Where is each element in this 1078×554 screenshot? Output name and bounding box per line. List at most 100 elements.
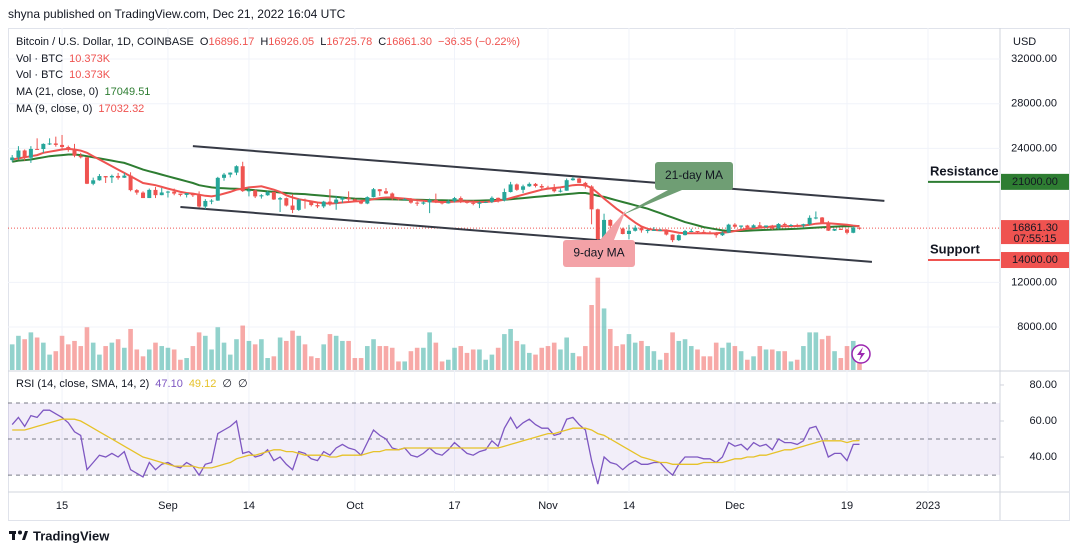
volume-bar: [59, 335, 65, 370]
volume-bar: [657, 359, 663, 370]
grid-layer: [8, 28, 1004, 492]
legend-item: L: [320, 36, 326, 48]
x-tick-label: 19: [841, 500, 853, 512]
volume-bar: [763, 349, 769, 370]
legend-row: MA (21, close, 0) 17049.51: [16, 86, 150, 98]
candle-body: [701, 231, 706, 233]
legend-item: ∅: [238, 378, 248, 390]
volume-bar: [72, 340, 77, 370]
level-box: [1001, 252, 1069, 269]
candle-body: [639, 227, 644, 231]
candle-body: [788, 225, 793, 227]
volume-bar: [221, 342, 227, 370]
legend-item: 16896.17: [208, 36, 254, 48]
volume-bar: [346, 340, 351, 370]
candle-body: [122, 175, 127, 178]
candle-body: [371, 189, 376, 198]
candle-body: [857, 227, 862, 229]
candle-body: [739, 225, 744, 227]
volume-bar: [252, 344, 258, 370]
candle-body: [240, 166, 245, 192]
y-tick-label: 60.00: [1029, 415, 1057, 427]
candle-body: [172, 191, 177, 194]
legend-item: 16926.05: [268, 36, 314, 48]
volume-bar: [65, 344, 71, 370]
volume-bar: [34, 337, 40, 370]
legend-item: 16861.30: [386, 36, 432, 48]
volume-bar: [84, 327, 90, 370]
candle-body: [545, 187, 550, 189]
volume-bar: [776, 351, 781, 370]
candle-body: [159, 192, 164, 196]
volume-bar: [558, 349, 563, 370]
volume-bar: [340, 340, 345, 370]
level-label: 21000.00: [1012, 176, 1058, 188]
candle-body: [303, 199, 308, 201]
volume-bar: [178, 359, 183, 370]
candle-body: [851, 227, 856, 233]
candle-body: [359, 200, 364, 204]
axis-unit: USD: [1013, 36, 1036, 48]
volume-bar: [103, 346, 108, 370]
volume-bar: [439, 361, 445, 370]
candle-body: [626, 230, 631, 235]
volume-bar: [284, 340, 289, 370]
candle-body: [782, 223, 787, 226]
volume-bar: [140, 356, 146, 370]
candle-body: [215, 177, 220, 201]
volume-bar: [670, 332, 675, 370]
level-name: Resistance: [930, 163, 999, 178]
legend-item: 16725.78: [326, 36, 372, 48]
volume-bar: [209, 349, 214, 370]
candle-body: [838, 228, 843, 230]
volume-bar: [196, 332, 202, 370]
volume-bar: [713, 342, 719, 370]
legend-item: O: [200, 36, 209, 48]
volume-bar: [9, 344, 15, 370]
volume-bar: [545, 346, 551, 370]
volume-bar: [483, 359, 488, 370]
candle-body: [577, 178, 582, 183]
callout-box: [655, 162, 733, 190]
volume-bar: [190, 346, 196, 370]
candle-body: [433, 199, 438, 203]
candle-body: [421, 202, 426, 204]
volume-bar: [265, 358, 270, 370]
candle-body: [564, 180, 569, 191]
candle-body: [128, 175, 133, 191]
last-price-box: [1001, 220, 1069, 245]
candle-body: [178, 193, 183, 195]
volume-bar: [732, 346, 738, 370]
candle-body: [147, 189, 152, 199]
candle-body: [508, 184, 513, 193]
volume-bar: [570, 352, 576, 370]
volume-bar: [514, 340, 520, 370]
candle-body: [683, 230, 688, 236]
legend-item: MA (21, close, 0): [16, 86, 99, 98]
rsi-line: [12, 418, 860, 469]
volume-bar: [688, 346, 694, 370]
level-name: Support: [930, 241, 980, 256]
candle-body: [141, 192, 146, 199]
candle-body: [496, 197, 501, 201]
volume-bar: [352, 358, 358, 370]
candle-body: [651, 229, 656, 231]
alert-icon[interactable]: [851, 344, 871, 364]
legend-item: 17032.32: [98, 103, 144, 115]
candle-body: [732, 224, 737, 227]
alert-bolt[interactable]: [857, 347, 865, 361]
y-tick-label: 40.00: [1029, 451, 1057, 463]
candle-body: [346, 197, 351, 200]
volume-bar: [738, 351, 744, 370]
legend-item: MA (9, close, 0): [16, 103, 92, 115]
volume-bar: [277, 337, 283, 370]
volume-bar: [526, 352, 532, 370]
candle-body: [676, 235, 681, 241]
candle-body: [514, 184, 519, 190]
volume-bar: [215, 327, 221, 370]
candle-body: [533, 183, 538, 186]
volume-bar: [458, 346, 464, 370]
candle-body: [776, 223, 781, 229]
volume-bar: [551, 342, 557, 370]
volume-bar: [383, 346, 389, 370]
